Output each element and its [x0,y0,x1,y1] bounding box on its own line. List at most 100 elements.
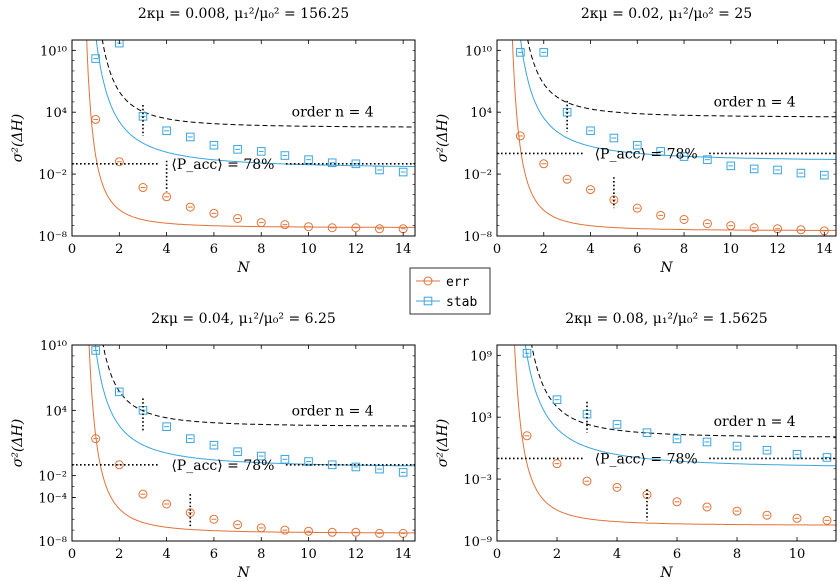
x-tick-label: 12 [348,242,365,257]
err-marker [209,208,219,218]
err-marker [304,222,314,232]
err-marker [702,219,712,229]
err-marker [679,214,689,224]
err-marker [185,508,195,518]
stab-marker [820,170,829,180]
err-marker [91,114,101,124]
stab-marker [562,107,572,117]
x-axis-label: N [236,260,250,276]
y-tick-label: 10⁴ [45,404,67,419]
err-marker [114,157,124,167]
stab-marker [115,40,124,48]
x-axis-label: N [659,260,673,276]
legend-label-err: err [446,275,470,290]
y-tick-label: 10⁴ [470,106,492,121]
chart-panel-4: 2κμ = 0.08, μ₁²/μ₀² = 1.5625 ⟨P_acc⟩ = 78… [435,311,837,581]
err-fit-curve [511,40,836,231]
x-tick-label: 12 [769,242,786,257]
x-tick-label: 10 [300,242,317,257]
chart-title: 2κμ = 0.02, μ₁²/μ₀² = 25 [581,6,752,22]
x-tick-label: 2 [115,242,123,257]
y-tick-label: 10³ [470,411,492,426]
stab-marker [762,445,772,455]
err-marker [351,223,361,233]
y-tick-label: 10⁴ [45,106,67,121]
stab-marker [280,455,290,464]
plot-frame [71,344,416,542]
x-tick-label: 8 [733,547,741,562]
stab-marker [375,165,384,175]
err-marker [582,476,592,486]
x-tick-label: 10 [300,547,317,562]
x-tick-label: 10 [723,242,740,257]
err-marker [256,218,266,228]
stab-fit-curve [95,40,415,167]
stab-marker [792,450,802,459]
stab-marker [732,441,742,451]
x-tick-label: 4 [162,547,170,562]
x-tick-label: 10 [789,547,806,562]
legend-label-stab: stab [446,295,477,310]
order-reference-curve [531,345,836,438]
x-tick-label: 14 [816,242,833,257]
err-marker [702,502,712,512]
x-tick-label: 4 [162,242,170,257]
order-label: order n = 4 [714,414,796,430]
err-marker [586,185,596,195]
plot-area [88,345,415,538]
chart-panel-3: 2κμ = 0.04, μ₁²/μ₀² = 6.25 ⟨P_acc⟩ = 78% o… [10,311,416,581]
y-axis-label: σ²(ΔH) [10,419,26,467]
err-marker [114,460,124,470]
x-tick-label: 6 [210,242,218,257]
plot-area [86,40,415,234]
err-marker [91,434,101,444]
stab-marker [304,155,313,164]
stab-marker [726,161,736,171]
plot-area [514,345,836,526]
plot-frame [496,344,837,542]
x-tick-label: 6 [673,547,681,562]
err-marker [185,202,195,212]
x-tick-label: 8 [680,242,688,257]
err-marker [822,515,832,525]
stab-marker [703,155,712,164]
order-label: order n = 4 [292,404,374,420]
chart-panel-2: 2κμ = 0.02, μ₁²/μ₀² = 25 ⟨P_acc⟩ = 78% ord… [435,6,837,276]
y-tick-label: 10⁻⁸ [38,230,67,245]
err-marker [562,174,572,184]
x-tick-label: 2 [540,242,548,257]
err-fit-curve [514,345,836,526]
stab-marker [209,140,219,150]
acceptance-label: ⟨P_acc⟩ = 78% [595,451,698,467]
y-tick-label: 10⁻² [38,470,67,485]
err-marker [762,510,772,520]
stab-marker [280,151,290,160]
stab-marker [672,434,682,444]
err-marker [138,489,148,499]
chart-title: 2κμ = 0.08, μ₁²/μ₀² = 1.5625 [565,311,767,327]
x-tick-label: 2 [115,547,123,562]
acceptance-label: ⟨P_acc⟩ = 78% [171,157,274,173]
stab-marker [185,434,195,443]
y-tick-label: 10¹⁰ [465,44,492,59]
err-marker [375,528,385,538]
x-tick-label: 8 [257,547,265,562]
y-tick-label: 10⁻² [463,168,492,183]
stab-marker [398,167,408,177]
legend: err stab [409,267,491,315]
plot-frame [496,39,837,237]
y-tick-label: 10⁻² [38,168,67,183]
acceptance-label: ⟨P_acc⟩ = 78% [595,146,698,162]
stab-marker [91,54,100,63]
err-marker [280,220,290,230]
x-tick-label: 4 [586,242,594,257]
acceptance-label: ⟨P_acc⟩ = 78% [171,458,274,474]
err-marker [726,221,736,231]
stab-marker [351,462,361,472]
stab-marker [749,164,759,174]
stab-marker [398,468,408,477]
err-marker [552,459,562,469]
y-tick-label: 10¹⁰ [40,44,67,59]
order-label: order n = 4 [714,94,796,110]
